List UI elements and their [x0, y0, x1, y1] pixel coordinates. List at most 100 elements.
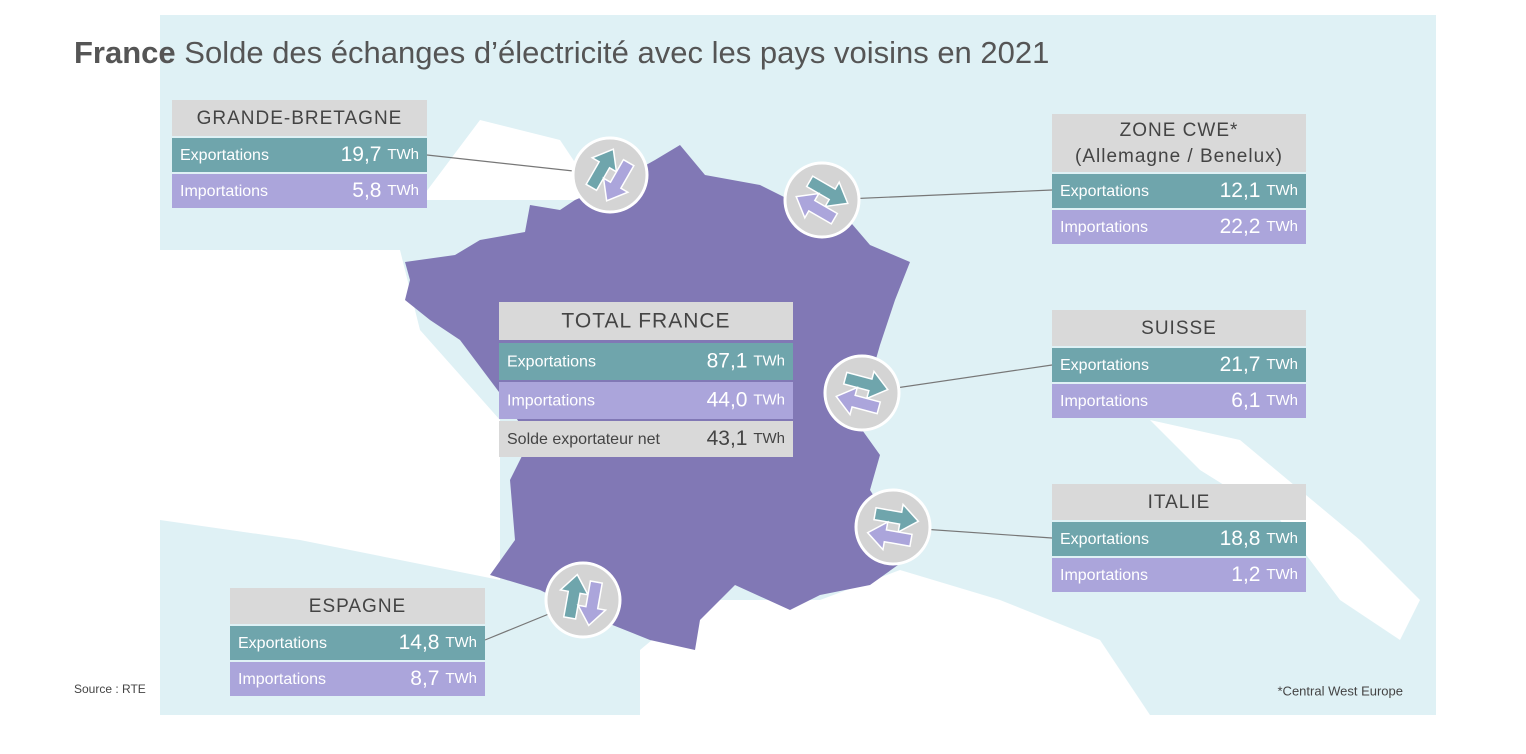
imports-row-label: Importations: [1060, 567, 1148, 584]
unit: TWh: [1266, 566, 1298, 583]
value: 22,2: [1220, 215, 1261, 238]
value: 44,0: [707, 388, 748, 411]
panel-title: ZONE CWE*: [1120, 120, 1239, 141]
value: 6,1: [1231, 389, 1260, 412]
exchange-icon: [544, 561, 622, 639]
unit: TWh: [445, 670, 477, 687]
exports-row-bg: [1052, 522, 1306, 556]
icon-circle: [854, 488, 932, 566]
exports-row-bg: [1052, 348, 1306, 382]
value: 8,7: [410, 667, 439, 690]
imports-row-bg: [1052, 558, 1306, 592]
icon-circle: [544, 561, 622, 639]
imports-row-bg: [172, 174, 427, 208]
imports-row-bg: [1052, 384, 1306, 418]
exchange-icon: [854, 488, 932, 566]
unit: TWh: [1266, 356, 1298, 373]
exports-row-value: 12,1 TWh: [1220, 179, 1298, 202]
arrow: [602, 158, 635, 202]
panel-title: GRANDE-BRETAGNE: [197, 108, 403, 129]
unit: TWh: [753, 391, 785, 408]
unit: TWh: [387, 146, 419, 163]
exports-row-label: Exportations: [180, 147, 269, 164]
exports-row-value: 19,7 TWh: [341, 143, 419, 166]
value: 12,1: [1220, 179, 1261, 202]
unit: TWh: [753, 352, 785, 369]
imports-row-label: Importations: [1060, 219, 1148, 236]
adriatic-sea: [1150, 420, 1420, 640]
unit: TWh: [387, 182, 419, 199]
value: 1,2: [1231, 563, 1260, 586]
icon-circle: [571, 136, 649, 214]
exports-row-label: Exportations: [1060, 183, 1149, 200]
unit: TWh: [1266, 218, 1298, 235]
exports-row-bg: [1052, 174, 1306, 208]
channel-sea: [400, 120, 600, 200]
panel-title: ITALIE: [1148, 492, 1211, 513]
exports-row-value: 21,7 TWh: [1220, 353, 1298, 376]
imports-row-label: Importations: [507, 393, 595, 410]
value: 21,7: [1220, 353, 1261, 376]
imports-row-bg: [1052, 210, 1306, 244]
imports-row-label: Importations: [238, 671, 326, 688]
exports-row-bg: [499, 343, 793, 380]
arrow: [795, 192, 839, 225]
imports-row-value: 22,2 TWh: [1220, 215, 1298, 238]
exports-row-bg: [230, 626, 485, 660]
arrow: [576, 580, 608, 627]
unit: TWh: [1266, 182, 1298, 199]
mediterranean-sea: [640, 570, 1150, 715]
arrow: [873, 502, 920, 534]
exports-row-value: 18,8 TWh: [1220, 527, 1298, 550]
imports-row-value: 1,2 TWh: [1231, 563, 1298, 586]
panel-header: [1052, 310, 1306, 346]
exchange-icon: [823, 354, 901, 432]
exports-row-label: Exportations: [238, 635, 327, 652]
arrow: [835, 386, 882, 417]
imports-row-value: 6,1 TWh: [1231, 389, 1298, 412]
exports-row-bg: [172, 138, 427, 172]
panel-header: [230, 588, 485, 624]
imports-row-bg: [230, 662, 485, 696]
panel-title: SUISSE: [1141, 318, 1217, 339]
footnote: *Central West Europe: [1278, 683, 1404, 698]
arrow: [866, 520, 913, 552]
unit: TWh: [753, 430, 785, 447]
title-rest: Solde des échanges d’électricité avec le…: [184, 35, 1049, 70]
atlantic-sea: [160, 250, 500, 580]
panel-header: [1052, 114, 1306, 172]
panel-header: [172, 100, 427, 136]
arrow: [585, 148, 618, 192]
value: 43,1: [707, 427, 748, 450]
arrow: [558, 573, 590, 620]
value: 19,7: [341, 143, 382, 166]
exports-row-label: Exportations: [1060, 531, 1149, 548]
net-label: Solde exportateur net: [507, 431, 661, 448]
imports-row-value: 44,0 TWh: [707, 388, 785, 411]
panel-header: [1052, 484, 1306, 520]
exchange-icon: [571, 136, 649, 214]
exports-row-value: 87,1 TWh: [707, 349, 785, 372]
icon-circle: [783, 161, 861, 239]
title: France Solde des échanges d’électricité …: [74, 35, 1049, 70]
panel-title: (Allemagne / Benelux): [1075, 146, 1283, 167]
panel-title: ESPAGNE: [309, 596, 406, 617]
imports-row-label: Importations: [180, 183, 268, 200]
arrow: [805, 175, 849, 208]
arrow: [842, 369, 889, 400]
imports-row-label: Importations: [1060, 393, 1148, 410]
exports-row-label: Exportations: [507, 354, 596, 371]
unit: TWh: [445, 634, 477, 651]
source: Source : RTE: [74, 682, 146, 696]
panel-title: TOTAL FRANCE: [561, 310, 730, 333]
unit: TWh: [1266, 530, 1298, 547]
value: 14,8: [399, 631, 440, 654]
imports-row-value: 5,8 TWh: [352, 179, 419, 202]
net-row-bg: [499, 421, 793, 457]
imports-row-value: 8,7 TWh: [410, 667, 477, 690]
exports-row-label: Exportations: [1060, 357, 1149, 374]
title-bold: France: [74, 35, 176, 70]
value: 18,8: [1220, 527, 1261, 550]
